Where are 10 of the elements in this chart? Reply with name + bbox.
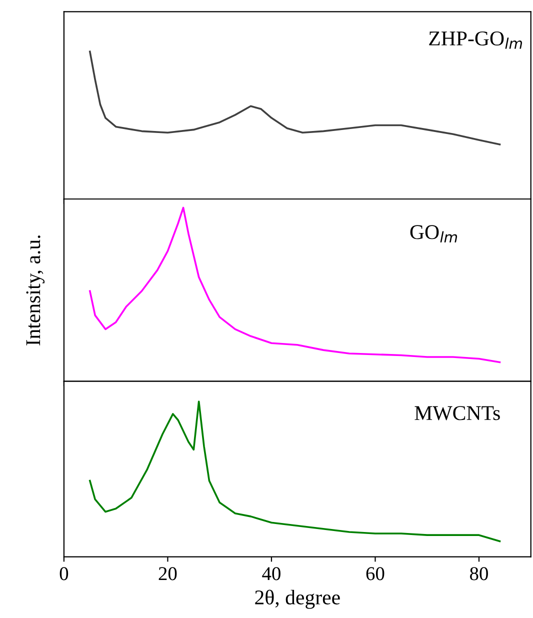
x-tick-label: 20 bbox=[158, 567, 177, 580]
x-tick-label: 80 bbox=[470, 567, 488, 580]
annotation: MWCNTs bbox=[414, 406, 500, 420]
x-tick-label: 60 bbox=[366, 567, 384, 580]
x-tick-label: 0 bbox=[60, 567, 68, 580]
x-axis-title: 2θ, degree bbox=[255, 590, 340, 609]
x-tick-label: 40 bbox=[262, 567, 280, 580]
text: ZHP-GO$_{lm}$ bbox=[429, 31, 522, 49]
annotation: GO$_{lm}$ bbox=[410, 225, 458, 242]
y-axis-title: Intensity, a.u. bbox=[26, 236, 45, 346]
